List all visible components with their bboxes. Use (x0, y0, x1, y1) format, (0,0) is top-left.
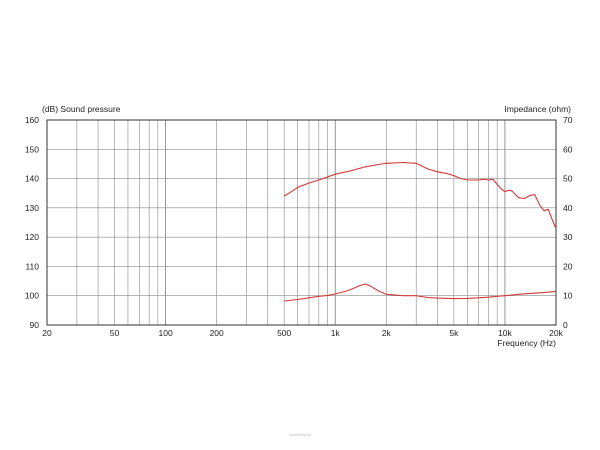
x-tick-label: 20 (42, 328, 52, 338)
x-tick-label: 20k (549, 328, 563, 338)
impedance-line (284, 283, 557, 302)
x-tick-label: 100 (158, 328, 172, 338)
right-y-tick-label: 10 (563, 291, 573, 301)
left-y-tick-label: 110 (25, 261, 39, 271)
x-tick-label: 50 (110, 328, 120, 338)
right-y-tick-label: 0 (563, 320, 568, 330)
sound-pressure-line (283, 161, 557, 229)
right-y-tick-label: 40 (563, 203, 573, 213)
x-tick-label: 10k (498, 328, 512, 338)
label-layer: 90 100 110 120 130 140 150 160 0 10 20 30 40 50 60 70 20… (25, 115, 573, 338)
right-y-tick-label: 30 (563, 232, 573, 242)
x-tick-label: 2k (382, 328, 392, 338)
x-tick-label: 200 (210, 328, 224, 338)
right-y-tick-label: 20 (563, 261, 573, 271)
left-y-tick-label: 100 (25, 291, 39, 301)
x-tick-label: 1k (331, 328, 341, 338)
left-y-tick-label: 120 (25, 232, 39, 242)
grid-layer (47, 120, 556, 325)
series-layer (283, 161, 557, 302)
right-y-tick-label: 50 (563, 174, 573, 184)
left-y-tick-label: 90 (30, 320, 40, 330)
plot-frame (46, 119, 557, 326)
left-y-tick-label: 140 (25, 174, 39, 184)
x-tick-label: 500 (277, 328, 291, 338)
left-y-tick-label: 150 (25, 144, 39, 154)
x-tick-label: 5k (449, 328, 459, 338)
x-axis-title: Frequency (Hz) (497, 338, 556, 348)
right-axis-title: Impedance (ohm) (504, 104, 571, 114)
left-y-tick-label: 130 (25, 203, 39, 213)
right-y-tick-label: 60 (563, 144, 573, 154)
left-y-tick-label: 160 (25, 115, 39, 125)
left-axis-title: (dB) Sound pressure (42, 104, 121, 114)
watermark-text: www.leksi.pl (289, 432, 311, 437)
right-y-tick-label: 70 (563, 115, 573, 125)
